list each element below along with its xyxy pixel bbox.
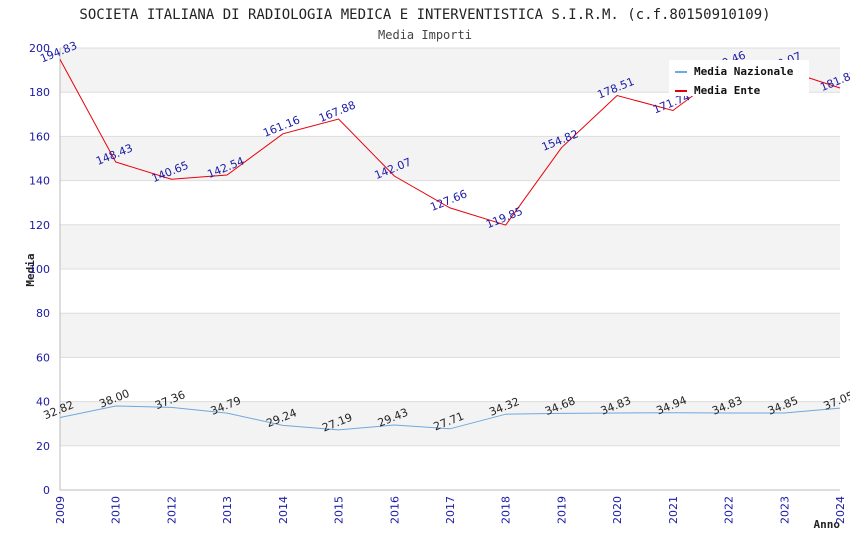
y-tick-label: 160 [29,130,50,143]
x-tick-label: 2020 [611,496,624,524]
y-tick-label: 40 [36,396,50,409]
grid-band [60,180,840,225]
grid-bands [60,48,840,490]
legend: Media Nazionale Media Ente [669,60,809,97]
chart-subtitle: Media Importi [378,28,472,42]
y-tick-label: 180 [29,86,50,99]
x-tick-label: 2015 [333,496,346,524]
x-tick-label: 2021 [667,496,680,524]
x-axis-label: Anno [814,518,841,531]
grid-band [60,357,840,402]
grid-band [60,313,840,358]
x-tick-label: 2013 [221,496,234,524]
x-tick-label: 2009 [54,496,67,524]
y-tick-label: 140 [29,175,50,188]
y-tick-labels: 0 20 40 60 80 100 120 140 160 180 200 [29,42,50,497]
y-tick-label: 120 [29,219,50,232]
x-tick-label: 2012 [165,496,178,524]
chart-title: SOCIETA ITALIANA DI RADIOLOGIA MEDICA E … [79,7,770,23]
grid-band [60,92,840,137]
x-tick-labels: 2009 2010 2012 2013 2014 2015 2016 2017 2018 2019… [54,496,847,524]
legend-label-media-ente: Media Ente [694,84,761,97]
x-tick-label: 2023 [778,496,791,524]
x-tick-label: 2017 [444,496,457,524]
y-tick-label: 200 [29,42,50,55]
x-tick-label: 2019 [555,496,568,524]
grid-band [60,224,840,269]
x-tick-label: 2014 [277,496,290,524]
x-tick-label: 2010 [110,496,123,524]
x-tick-label: 2022 [723,496,736,524]
x-tick-label: 2018 [500,496,513,524]
x-tick-label: 2024 [834,496,847,524]
legend-label-media-nazionale: Media Nazionale [694,65,794,78]
y-tick-label: 80 [36,307,50,320]
grid-band [60,269,840,314]
grid-band [60,136,840,181]
y-tick-label: 60 [36,351,50,364]
y-tick-label: 100 [29,263,50,276]
y-axis-label: Media [24,253,37,286]
grid-band [60,445,840,490]
x-tick-label: 2016 [388,496,401,524]
series-line-media-nazionale [59,405,841,431]
y-tick-label: 0 [43,484,50,497]
legend-box [669,60,809,96]
y-tick-label: 20 [36,440,50,453]
